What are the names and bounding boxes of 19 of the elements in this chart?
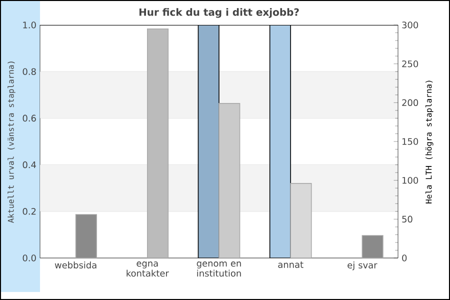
y-tick-label: 0.4 xyxy=(22,161,36,168)
x-tick-label: webbsida xyxy=(54,262,96,268)
y-tick-label: 1.0 xyxy=(23,22,36,28)
y2-tick-label: 50 xyxy=(402,216,412,223)
x-tick-label: egna kontakter xyxy=(126,262,169,277)
y2-tick-label: 0 xyxy=(402,254,407,262)
y2-tick-label: 200 xyxy=(402,99,418,106)
y2-tick-label: 150 xyxy=(402,138,418,145)
x-tick-label: annat xyxy=(278,262,304,268)
y-tick-label: 0.0 xyxy=(22,254,36,262)
x-tick-label: ej svar xyxy=(348,262,378,270)
y2-tick-label: 250 xyxy=(402,60,418,68)
chart-title: Hur fick du tag i ditt exjobb? xyxy=(139,8,299,18)
y-tick-label: 0.6 xyxy=(22,114,36,122)
y2-tick-label: 300 xyxy=(402,22,418,28)
y2-tick-label: 100 xyxy=(402,176,418,184)
y-tick-label: 0.8 xyxy=(22,68,36,75)
y-tick-label: 0.2 xyxy=(22,208,36,215)
x-tick-label: genom en institution xyxy=(196,262,241,277)
